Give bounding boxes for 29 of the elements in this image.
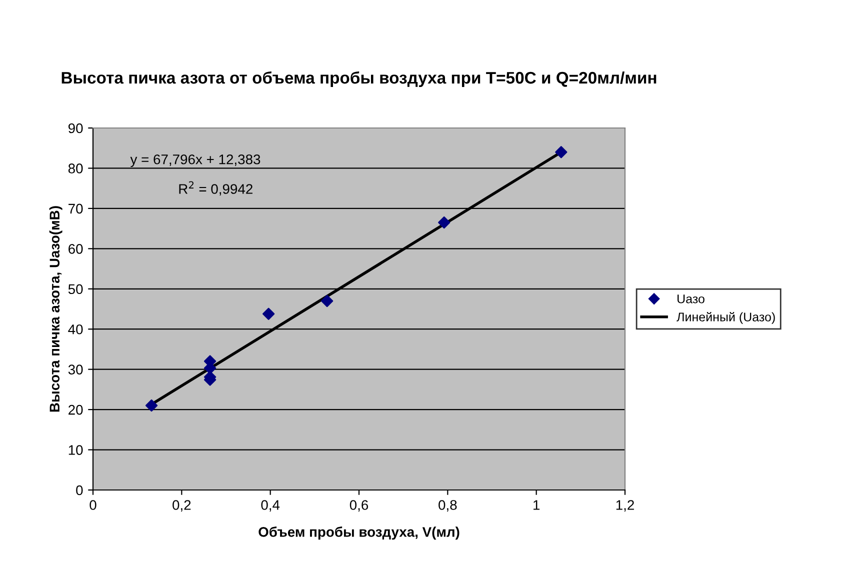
y-tick-label: 30 [68, 364, 83, 375]
point [145, 399, 158, 412]
annotation: y = 67,796x + 12,383 [130, 154, 260, 168]
y-tick-label: 70 [68, 204, 83, 214]
x-axis-title: Объем пробы воздуха, V(мл) [258, 526, 460, 540]
y-tick-label: 50 [68, 284, 83, 294]
y-tick-label: 40 [68, 324, 83, 334]
point [555, 146, 568, 158]
point [438, 216, 450, 229]
x-tick-label: 0,6 [350, 500, 368, 512]
y-tick-label: 90 [68, 123, 83, 134]
x-tick-label: 1 [534, 500, 540, 510]
y-tick-label: 80 [68, 164, 83, 174]
point [321, 294, 334, 308]
y-tick-label: 0 [76, 485, 83, 496]
x-tick-label: 0,2 [172, 500, 191, 512]
point [262, 308, 275, 320]
x-tick-label: 0,4 [261, 500, 280, 512]
y-tick-label: 60 [68, 244, 83, 254]
y-axis-title: Высота пичка азота, Uазо(мВ) [49, 206, 62, 412]
x-tick-label: 0 [90, 500, 96, 510]
legend-label: Линейный (Uазо) [676, 312, 775, 324]
x-tick-label: 1,2 [616, 500, 634, 512]
x-tick-label: 0,8 [438, 500, 457, 512]
y-tick-label: 10 [68, 445, 83, 455]
chart-title: Высота пичка азота от объема пробы воздуха при Т=50С и Q=20мл/мин [62, 71, 656, 88]
y-tick-label: 20 [68, 404, 83, 415]
annotation: R$^{2}$ = 0,9942 [179, 181, 252, 196]
legend-label: Uазо [678, 294, 704, 304]
